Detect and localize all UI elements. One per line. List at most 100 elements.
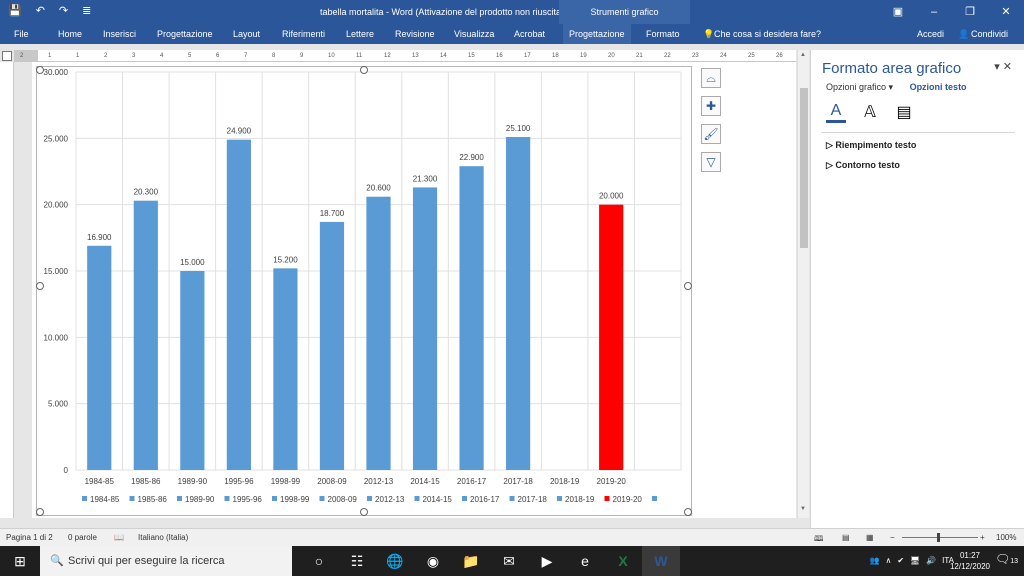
notification-center-icon[interactable]: 🗨13 <box>994 552 1018 566</box>
tab-formato[interactable]: Formato <box>646 29 680 39</box>
share-user-icon: 👤 <box>958 29 970 39</box>
undo-icon[interactable]: ↶ <box>35 5 45 17</box>
restore-icon[interactable]: ❐ <box>965 6 975 18</box>
zoom-level[interactable]: 100% <box>996 533 1017 542</box>
search-icon: 🔍 <box>50 555 64 567</box>
text-box-icon[interactable]: ▤ <box>896 104 912 121</box>
selection-handle <box>684 282 692 290</box>
people-icon[interactable]: 👥 <box>869 556 880 565</box>
system-clock[interactable]: 01:27 12/12/2020 <box>950 550 990 572</box>
minimize-icon[interactable]: ‒ <box>930 6 938 18</box>
ruler-mark: 6 <box>216 53 220 59</box>
tab-progettazione[interactable]: Progettazione <box>157 29 213 39</box>
edge-icon[interactable]: 🌐 <box>386 553 404 569</box>
tab-file[interactable]: File <box>14 29 29 39</box>
share-button[interactable]: Condividi <box>971 29 1009 39</box>
chart-tools-group-label: Strumenti grafico <box>559 0 690 24</box>
text-outline-section[interactable]: ▷ Contorno testo <box>826 160 900 170</box>
text-fill-section[interactable]: ▷ Riempimento testo <box>826 140 917 150</box>
notification-count: 13 <box>1010 558 1018 565</box>
read-mode-icon[interactable]: 🕮 <box>814 534 824 543</box>
defender-icon[interactable]: ✔ <box>897 556 905 565</box>
tab-home[interactable]: Home <box>58 29 83 39</box>
scroll-down-icon[interactable]: ▼ <box>800 506 806 512</box>
x-tick-label: 1998-99 <box>271 477 301 486</box>
file-explorer-icon[interactable]: 📁 <box>462 553 480 569</box>
windows-start-icon[interactable]: ⊞ <box>14 553 26 569</box>
ruler-mark: 13 <box>412 53 419 59</box>
vertical-ruler[interactable] <box>0 62 14 518</box>
tab-selector[interactable] <box>2 51 12 61</box>
page-count[interactable]: Pagina 1 di 2 <box>6 533 53 542</box>
data-label: 25.100 <box>506 124 531 133</box>
bar-chart[interactable]: 0 5.000 10.000 15.000 20.000 25.000 30.000 16.9… <box>36 66 692 516</box>
data-label: 18.700 <box>320 209 345 218</box>
web-layout-icon[interactable]: ▦ <box>866 533 874 542</box>
redo-icon[interactable]: ↷ <box>58 5 69 17</box>
zoom-slider-thumb[interactable] <box>937 533 940 542</box>
pane-close-icon[interactable]: ▾ ✕ <box>994 61 1012 73</box>
y-tick-label: 0 <box>64 466 69 475</box>
ribbon-display-icon[interactable]: ▣ <box>892 6 904 18</box>
y-tick-label: 15.000 <box>44 267 69 276</box>
scroll-up-icon[interactable]: ▲ <box>800 52 806 58</box>
tab-visualizza[interactable]: Visualizza <box>454 29 495 39</box>
text-options-tab[interactable]: Opzioni testo <box>909 82 967 92</box>
chrome-icon[interactable]: ◉ <box>426 553 440 569</box>
taskbar-search[interactable]: 🔍 Scrivi qui per eseguire la ricerca <box>40 546 292 576</box>
tell-me-box[interactable]: Che cosa si desidera fare? <box>714 29 822 39</box>
vertical-scrollbar[interactable]: ▲ ▼ <box>797 50 809 518</box>
legend-swatch <box>509 496 515 501</box>
print-layout-icon[interactable]: ▤ <box>842 533 850 542</box>
word-icon[interactable]: W <box>642 546 680 576</box>
chart-styles-icon[interactable]: 🖌 <box>701 124 721 144</box>
zoom-out-icon[interactable]: − <box>890 533 895 542</box>
chart-options-dropdown[interactable]: Opzioni grafico <box>826 82 887 92</box>
cortana-icon[interactable]: ○ <box>314 553 324 569</box>
tab-lettere[interactable]: Lettere <box>346 29 375 39</box>
excel-icon[interactable]: X <box>618 553 628 569</box>
volume-icon[interactable]: 🔊 <box>926 556 937 565</box>
task-view-icon[interactable]: ☷ <box>350 553 364 569</box>
zoom-slider[interactable] <box>902 537 978 538</box>
input-language[interactable]: ITA <box>942 556 954 565</box>
show-hidden-icon[interactable]: ∧ <box>885 556 892 565</box>
tab-chart-progettazione[interactable]: Progettazione <box>563 24 631 44</box>
taskbar-search-placeholder: Scrivi qui per eseguire la ricerca <box>68 555 225 567</box>
customize-qat-icon[interactable]: ≣ <box>82 5 92 17</box>
internet-explorer-icon[interactable]: e <box>581 553 589 569</box>
mail-icon[interactable]: ✉ <box>503 553 515 569</box>
x-tick-label: 1985-86 <box>131 477 161 486</box>
proofing-icon[interactable]: 📖 <box>114 533 124 542</box>
tab-acrobat[interactable]: Acrobat <box>514 29 546 39</box>
layout-options-icon[interactable]: ⌓ <box>701 68 721 88</box>
ribbon-tabs: File Home Inserisci Progettazione Layout… <box>0 24 1024 44</box>
tab-inserisci[interactable]: Inserisci <box>103 29 137 39</box>
word-count[interactable]: 0 parole <box>68 533 97 542</box>
signin-link[interactable]: Accedi <box>917 29 945 39</box>
save-icon[interactable]: 💾 <box>8 5 22 17</box>
close-window-icon[interactable]: ✕ <box>1001 6 1011 18</box>
tab-revisione[interactable]: Revisione <box>395 29 435 39</box>
network-icon[interactable]: 🖥 <box>910 556 921 565</box>
chart-elements-icon[interactable]: ✚ <box>701 96 721 116</box>
language-indicator[interactable]: Italiano (Italia) <box>138 533 189 542</box>
x-tick-label: 2019-20 <box>597 477 627 486</box>
ruler-mark: 16 <box>496 53 503 59</box>
ruler-mark: 26 <box>776 53 783 59</box>
x-tick-label: 2018-19 <box>550 477 580 486</box>
x-tick-label: 2016-17 <box>457 477 487 486</box>
tab-riferimenti[interactable]: Riferimenti <box>282 29 326 39</box>
text-fill-outline-icon[interactable]: A <box>826 102 846 123</box>
text-outline-label: Contorno testo <box>835 160 900 170</box>
horizontal-ruler[interactable]: 2 1 1 2 3 4 5 6 7 8 9 10 11 12 13 14 15 16 17 18 19 20 21 22 23 2… <box>14 50 796 62</box>
chart-filters-icon[interactable]: ▽ <box>701 152 721 172</box>
data-label: 15.000 <box>180 258 205 267</box>
scroll-thumb[interactable] <box>800 88 808 248</box>
zoom-in-icon[interactable]: + <box>980 533 985 542</box>
chart-area[interactable]: 0 5.000 10.000 15.000 20.000 25.000 30.000 16.9… <box>36 66 692 516</box>
media-player-icon[interactable]: ▶ <box>541 553 553 569</box>
legend-entry: 1989-90 <box>185 495 215 504</box>
text-effects-icon[interactable]: 𝔸 <box>864 104 876 121</box>
tab-layout[interactable]: Layout <box>233 29 261 39</box>
